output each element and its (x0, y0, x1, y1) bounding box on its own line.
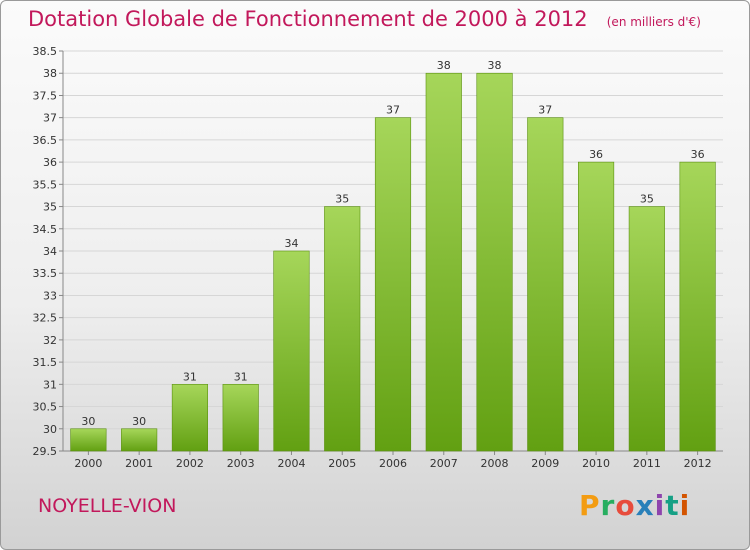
x-tick-label-2005: 2005 (328, 457, 356, 470)
x-tick-label-2007: 2007 (430, 457, 458, 470)
data-label-2006: 37 (386, 104, 400, 117)
axis-layer: 29.5 30 30.5 31 31.5 32 32.5 33 33.5 34 34.5 35 35.5… (33, 45, 723, 458)
y-tick-label: 33 (43, 289, 57, 302)
bar-2003 (222, 384, 259, 452)
data-label-2005: 35 (335, 193, 349, 206)
bars-layer (70, 72, 716, 452)
bar-2009 (527, 117, 564, 452)
brand-letter: x (635, 489, 655, 522)
y-tick-label: 38 (43, 67, 57, 80)
bar-2011 (628, 206, 665, 452)
x-tick-label-2000: 2000 (74, 457, 102, 470)
x-tick-label-2010: 2010 (582, 457, 610, 470)
y-tick-label: 32.5 (33, 312, 58, 325)
data-label-2003: 31 (234, 370, 248, 383)
brand-letter: i (679, 489, 691, 522)
bar-2008 (476, 72, 513, 452)
data-label-2009: 37 (538, 104, 552, 117)
x-tick-label-2011: 2011 (633, 457, 661, 470)
y-tick-label: 34.5 (33, 223, 58, 236)
commune-name: NOYELLE-VION (38, 495, 177, 517)
bar-2001 (121, 428, 158, 452)
x-tick-label-2001: 2001 (125, 457, 153, 470)
bar-2005 (324, 206, 361, 452)
data-label-2010: 36 (589, 148, 603, 161)
y-tick-label: 30 (43, 423, 57, 436)
brand-letter: o (615, 489, 636, 522)
bar-2006 (374, 117, 412, 452)
data-label-2002: 31 (183, 370, 197, 383)
bar-2000 (70, 428, 107, 452)
data-label-2012: 36 (691, 148, 705, 161)
data-label-2011: 35 (640, 193, 654, 206)
data-label-2007: 38 (437, 59, 451, 72)
y-tick-label: 30.5 (33, 401, 58, 414)
data-label-2004: 34 (284, 237, 298, 250)
bar-2004 (273, 250, 310, 452)
x-tick-label-2008: 2008 (481, 457, 509, 470)
data-label-2008: 38 (488, 59, 502, 72)
y-tick-label: 29.5 (33, 445, 58, 458)
x-tick-label-2002: 2002 (176, 457, 204, 470)
y-tick-label: 37.5 (33, 89, 58, 102)
brand-letter: r (600, 489, 616, 522)
x-tick-label-2009: 2009 (531, 457, 559, 470)
x-tick-label-2006: 2006 (379, 457, 407, 470)
labels-layer: 2000 30 2001 30 2002 31 2003 31 2004 34 2005 35 2006… (74, 59, 711, 470)
brand-logo[interactable]: Proxiti (579, 489, 690, 522)
brand-letter: t (665, 489, 680, 522)
bar-2010 (578, 161, 615, 452)
bar-2012 (679, 161, 716, 452)
y-tick-label: 31 (43, 378, 57, 391)
x-tick-label-2004: 2004 (277, 457, 305, 470)
data-label-2001: 30 (132, 415, 146, 428)
y-tick-label: 35.5 (33, 178, 58, 191)
y-tick-label: 32 (43, 334, 57, 347)
bar-2007 (425, 72, 462, 452)
brand-letter: i (654, 489, 666, 522)
y-tick-label: 36 (43, 156, 57, 169)
y-tick-label: 31.5 (33, 356, 58, 369)
chart-title: Dotation Globale de Fonctionnement de 20… (28, 7, 588, 31)
y-tick-label: 35 (43, 201, 57, 214)
y-tick-label: 38.5 (33, 45, 58, 58)
bar-2002 (171, 384, 208, 452)
y-tick-label: 34 (43, 245, 57, 258)
chart-subtitle: (en milliers d'€) (606, 15, 701, 29)
y-tick-label: 36.5 (33, 134, 58, 147)
y-tick-label: 33.5 (33, 267, 58, 280)
chart-header: Dotation Globale de Fonctionnement de 20… (28, 7, 701, 31)
x-tick-label-2012: 2012 (684, 457, 712, 470)
brand-letter: P (579, 489, 601, 522)
data-label-2000: 30 (81, 415, 95, 428)
x-tick-label-2003: 2003 (227, 457, 255, 470)
y-tick-label: 37 (43, 112, 57, 125)
